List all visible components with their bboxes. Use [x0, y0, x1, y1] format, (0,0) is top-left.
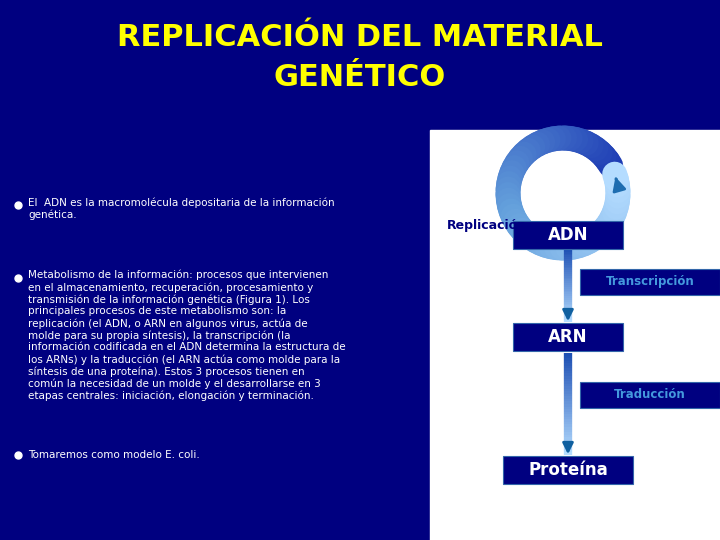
Bar [580, 269, 720, 295]
Bar [503, 456, 633, 484]
Bar [580, 382, 720, 408]
Text: Proteína: Proteína [528, 461, 608, 479]
Bar [513, 323, 623, 351]
Text: El  ADN es la macromolécula depositaria de la información
genética.: El ADN es la macromolécula depositaria d… [28, 197, 335, 220]
Text: Metabolismo de la información: procesos que intervienen
en el almacenamiento, re: Metabolismo de la información: procesos … [28, 270, 346, 401]
Text: Tomaremos como modelo E. coli.: Tomaremos como modelo E. coli. [28, 450, 199, 460]
Text: ADN: ADN [548, 226, 588, 244]
Bar [513, 221, 623, 249]
Text: Traducción: Traducción [614, 388, 686, 402]
Text: REPLICACIÓN DEL MATERIAL: REPLICACIÓN DEL MATERIAL [117, 24, 603, 52]
Text: Transcripción: Transcripción [606, 275, 694, 288]
Text: ARN: ARN [548, 328, 588, 346]
Bar [430, 130, 720, 540]
Text: Replicación: Replicación [447, 219, 527, 233]
Text: GENÉTICO: GENÉTICO [274, 64, 446, 92]
